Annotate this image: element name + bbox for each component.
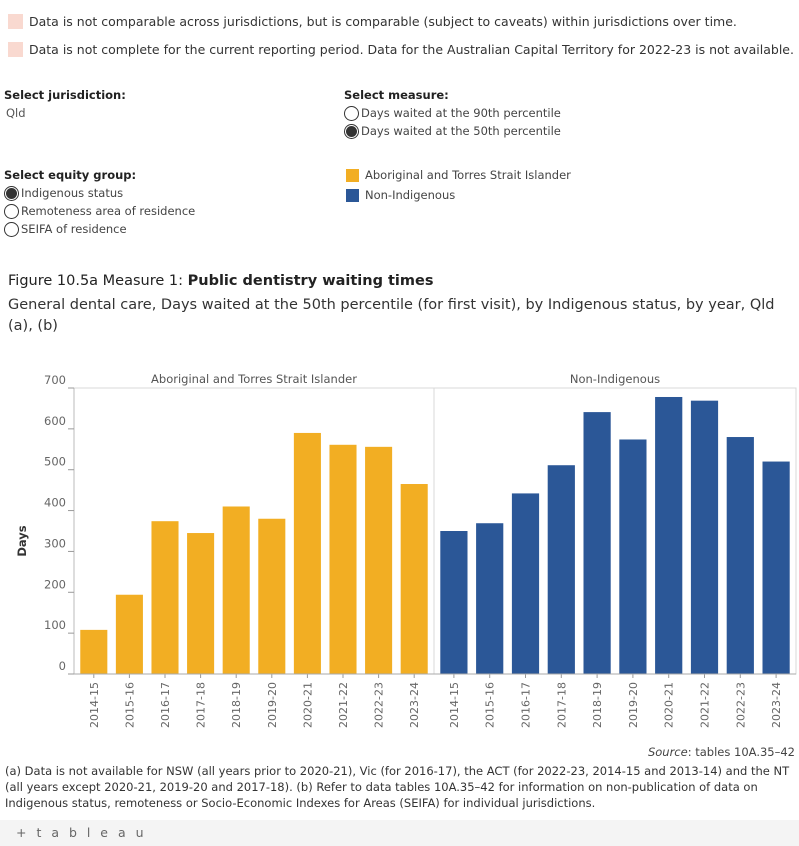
x-tick-label: 2021-22: [699, 682, 712, 728]
x-tick-label: 2018-19: [230, 682, 243, 728]
panel-header: Non-Indigenous: [570, 372, 660, 386]
x-tick-label: 2015-16: [484, 682, 497, 728]
source-note: Source: tables 10A.35–42: [648, 745, 795, 759]
note-text: Data is not comparable across jurisdicti…: [29, 13, 737, 29]
source-label: Source: [647, 745, 688, 759]
radio-button[interactable]: [4, 203, 19, 219]
bar-chart[interactable]: Aboriginal and Torres Strait Islander Non…: [0, 360, 799, 745]
figure-subtitle: General dental care, Days waited at the …: [8, 297, 775, 334]
legend-item-indigenous[interactable]: Aboriginal and Torres Strait Islander: [346, 166, 571, 184]
legend-label: Non-Indigenous: [365, 188, 456, 202]
y-tick-label: 200: [44, 577, 66, 591]
figure-title-bold: Public dentistry waiting times: [187, 273, 434, 289]
y-tick-label: 500: [44, 455, 66, 469]
equity-option-remoteness[interactable]: Remoteness area of residence: [4, 202, 195, 220]
equity-option-label: Indigenous status: [21, 186, 124, 200]
y-axis-label: Days: [15, 525, 29, 556]
jurisdiction-select[interactable]: Qld: [6, 106, 26, 120]
bar-indigenous: [151, 521, 179, 674]
x-tick-label: 2022-23: [734, 682, 747, 728]
bar-non-indigenous: [655, 396, 683, 674]
x-tick-label: 2018-19: [591, 682, 604, 728]
note-completeness: Data is not complete for the current rep…: [8, 40, 794, 58]
x-tick-label: 2016-17: [520, 682, 533, 728]
jurisdiction-title: Select jurisdiction:: [4, 88, 126, 102]
legend-label: Aboriginal and Torres Strait Islander: [365, 168, 571, 182]
x-tick-label: 2023-24: [770, 682, 783, 728]
bar-non-indigenous: [619, 439, 647, 674]
measure-option-label: Days waited at the 90th percentile: [361, 106, 561, 120]
radio-button-selected[interactable]: [344, 123, 359, 139]
radio-button[interactable]: [4, 221, 19, 237]
figure-title-prefix: Figure 10.5a Measure 1:: [8, 273, 188, 289]
panel-header: Aboriginal and Torres Strait Islander: [151, 372, 357, 386]
x-tick-label: 2016-17: [159, 682, 172, 728]
footnote: (a) Data is not available for NSW (all y…: [5, 764, 790, 810]
x-tick-label: 2023-24: [408, 682, 421, 728]
legend-swatch-non-indigenous: [346, 188, 359, 202]
equity-title: Select equity group:: [4, 168, 137, 182]
equity-option-label: Remoteness area of residence: [21, 204, 196, 218]
x-tick-label: 2020-21: [663, 682, 676, 728]
y-tick-label: 700: [44, 373, 66, 387]
note-swatch: [8, 41, 23, 57]
note-text: Data is not complete for the current rep…: [29, 41, 794, 57]
bar-non-indigenous: [690, 400, 719, 674]
x-tick-label: 2020-21: [301, 682, 314, 728]
measure-title: Select measure:: [344, 88, 449, 102]
bar-indigenous: [365, 446, 393, 674]
bar-indigenous: [187, 533, 215, 674]
legend-item-non-indigenous[interactable]: Non-Indigenous: [346, 186, 455, 204]
bar-indigenous: [258, 518, 286, 674]
x-tick-label: 2021-22: [337, 682, 350, 728]
bar-non-indigenous: [440, 531, 468, 674]
figure-title: Figure 10.5a Measure 1: Public dentistry…: [8, 273, 433, 289]
radio-button-selected[interactable]: [4, 185, 19, 201]
bar-indigenous: [80, 629, 108, 674]
x-tick-label: 2017-18: [555, 682, 568, 728]
source-text: : tables 10A.35–42: [687, 745, 795, 759]
measure-option-label: Days waited at the 50th percentile: [361, 124, 561, 138]
x-tick-label: 2014-15: [88, 682, 101, 728]
equity-option-seifa[interactable]: SEIFA of residence: [4, 220, 127, 238]
bar-non-indigenous: [511, 493, 540, 674]
note-swatch: [8, 13, 23, 29]
y-tick-label: 0: [59, 659, 66, 673]
equity-option-indigenous[interactable]: Indigenous status: [4, 184, 123, 202]
measure-option-50th[interactable]: Days waited at the 50th percentile: [344, 122, 561, 140]
bar-indigenous: [222, 506, 250, 674]
footer-bar: [0, 820, 799, 846]
bar-non-indigenous: [726, 437, 754, 674]
x-tick-label: 2019-20: [627, 682, 640, 728]
radio-button[interactable]: [344, 105, 359, 121]
x-tick-label: 2019-20: [266, 682, 279, 728]
bar-non-indigenous: [547, 465, 575, 674]
tableau-logo[interactable]: + t a b l e a u: [16, 825, 147, 840]
y-tick-label: 600: [44, 414, 66, 428]
x-tick-label: 2022-23: [373, 682, 386, 728]
y-tick-label: 100: [44, 618, 66, 632]
bar-indigenous: [115, 594, 143, 674]
x-tick-label: 2017-18: [195, 682, 208, 728]
y-tick-label: 400: [44, 496, 66, 510]
measure-option-90th[interactable]: Days waited at the 90th percentile: [344, 104, 561, 122]
note-comparability: Data is not comparable across jurisdicti…: [8, 12, 737, 30]
bar-non-indigenous: [583, 412, 611, 674]
bar-indigenous: [400, 484, 428, 674]
bar-indigenous: [293, 432, 321, 674]
equity-option-label: SEIFA of residence: [21, 222, 127, 236]
x-tick-label: 2015-16: [123, 682, 136, 728]
bar-non-indigenous: [762, 461, 790, 674]
x-tick-label: 2014-15: [448, 682, 461, 728]
y-tick-label: 300: [44, 536, 66, 550]
legend-swatch-indigenous: [346, 168, 359, 182]
bar-indigenous: [329, 444, 357, 674]
bar-non-indigenous: [476, 523, 504, 674]
